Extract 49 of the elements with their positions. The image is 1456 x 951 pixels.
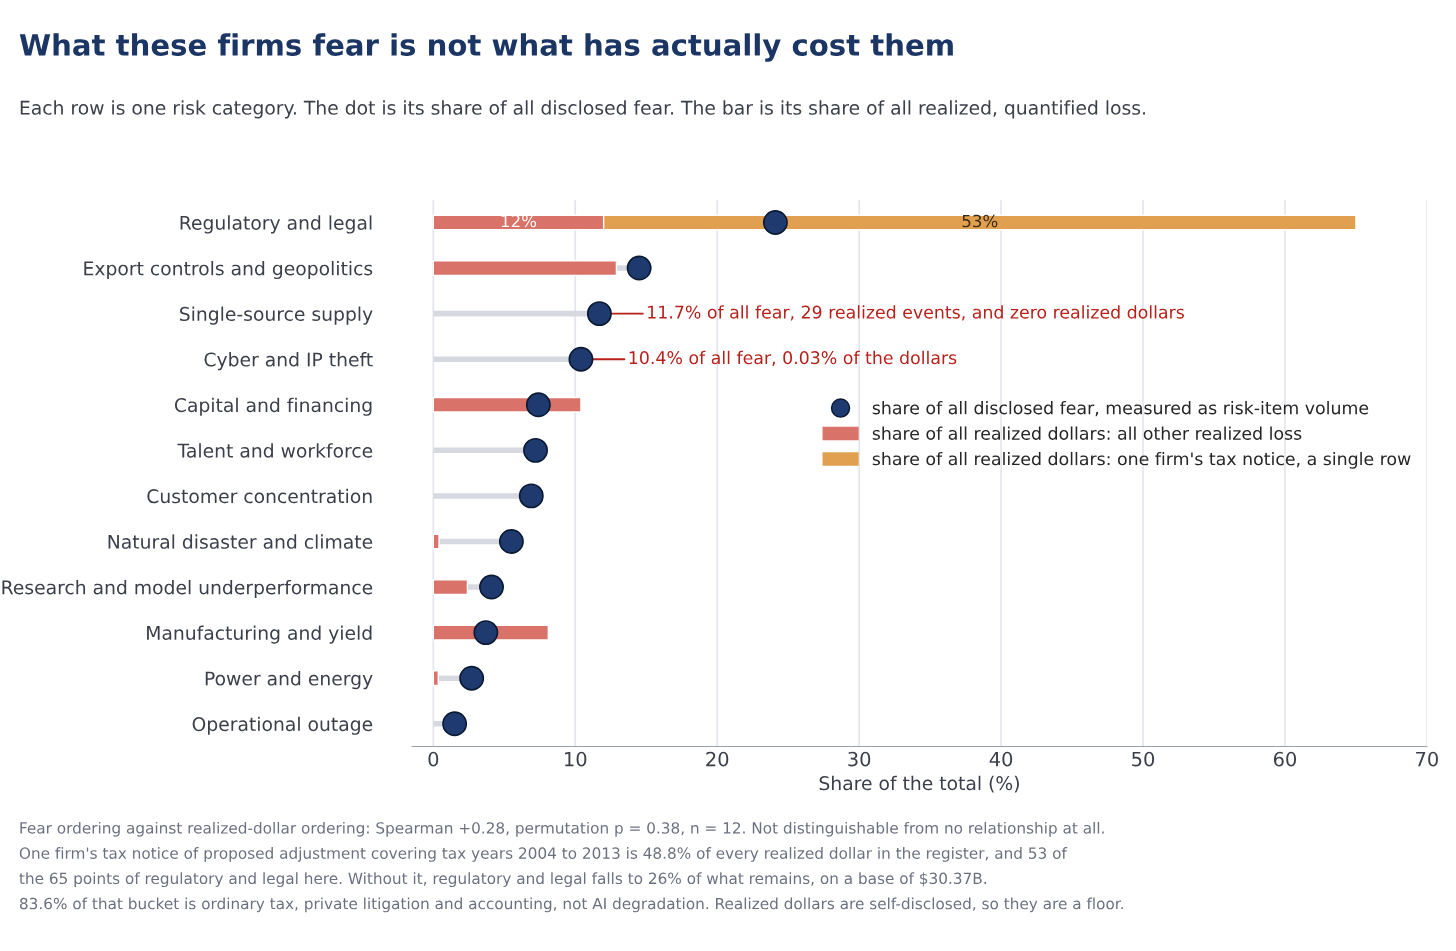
chart-subtitle: Each row is one risk category. The dot is its share of all disclosed fear. The bar is its share of all realized, quantified loss. [20,100,1145,119]
point [473,620,499,646]
x-tick-label: 50 [1132,751,1155,767]
data-label: 53% [962,214,998,228]
y-tick-label: Manufacturing and yield [147,625,372,644]
point [479,574,504,600]
point [498,529,524,554]
y-tick-label: Operational outage [192,716,373,735]
point [525,392,551,418]
point [762,210,788,235]
legend-label: share of all disclosed fear, measured as risk-item volume [872,400,1369,417]
text: the 65 points of regulatory and legal here. Without it, regulatory and legal falls to 26% of what remains, on a base of $30.37B. [19,872,986,888]
annotation: 11.7% of all fear, 29 realized events, and zero realized dollars [648,305,1184,321]
text: 83.6% of that bucket is ordinary tax, private litigation and accounting, not AI degradation. Realized dollars are self-disclosed, so they are a floor. [19,897,1123,913]
bar [432,579,469,596]
point [586,301,612,327]
legend-label: share of all realized dollars: all other realized loss [872,426,1302,440]
legend-label: share of all realized dollars: one firm's tax notice, a single row [872,451,1411,469]
point [626,255,652,281]
y-tick-label: Cyber and IP theft [204,352,373,371]
point [518,483,544,509]
x-tick-label: 70 [1416,751,1438,767]
x-tick-label: 20 [706,751,729,767]
text: Fear ordering against realized-dollar ordering: Spearman +0.28, permutation p = 0.38, n = 12. Not distinguishable from no relationship at all. [20,821,1104,837]
x-tick-label: 40 [989,751,1013,767]
y-tick-label: Single-source supply [180,306,373,325]
x-tick-label: 60 [1273,751,1297,767]
x-tick-label: 0 [428,751,439,767]
y-tick-label: Research and model underperformance [2,579,373,599]
text: One firm's tax notice of proposed adjustment covering tax years 2004 to 2013 is 48.8% of every realized dollar in the register, and 53 of [19,847,1068,862]
bar [432,533,440,550]
point [442,711,468,737]
point [523,437,548,463]
annotation: 10.4% of all fear, 0.03% of the dollars [629,350,957,367]
point [459,665,485,691]
y-tick-label: Customer concentration [147,488,372,504]
y-tick-label: Power and energy [205,671,373,690]
y-tick-label: Capital and financing [174,397,372,416]
x-tick-label: 30 [848,751,871,767]
y-tick-label: Talent and workforce [177,443,373,458]
y-tick-label: Export controls and geopolitics [84,260,373,280]
y-tick-label: Natural disaster and climate [108,534,373,549]
bar [432,260,618,277]
bar [432,670,440,687]
y-tick-label: Regulatory and legal [180,215,372,234]
x-axis-title: Share of the total (%) [819,775,1019,793]
point [568,346,594,372]
chart-title: What these firms fear is not what has actually cost them [19,33,953,62]
x-tick-label: 10 [565,751,587,767]
